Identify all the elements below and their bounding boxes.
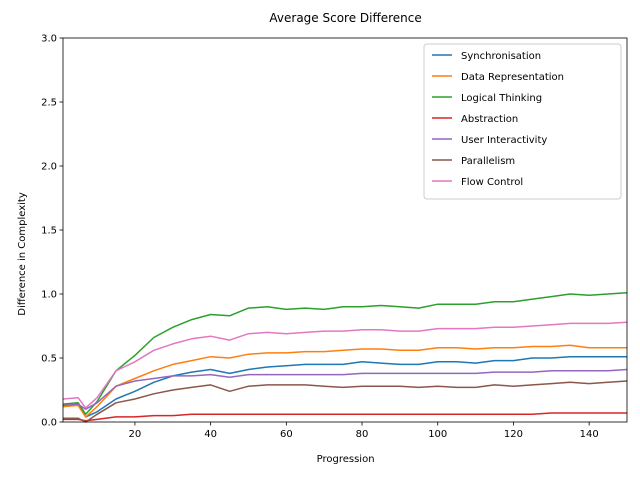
y-tick-label: 3.0 bbox=[41, 34, 57, 45]
legend-label: Parallelism bbox=[461, 156, 515, 167]
legend-label: User Interactivity bbox=[461, 135, 547, 146]
y-axis: 0.0 0.5 1.0 1.5 2.0 2.5 3.0 bbox=[41, 34, 63, 429]
legend-box bbox=[423, 43, 622, 200]
legend-label: Data Representation bbox=[461, 72, 564, 83]
series-line-flow-control bbox=[62, 321, 628, 409]
series-line-abstraction bbox=[63, 412, 627, 422]
series-line-synchronisation bbox=[62, 355, 627, 418]
legend-label: Flow Control bbox=[461, 177, 523, 188]
chart-title: Average Score Difference bbox=[269, 11, 421, 25]
series-line-user-interactivity bbox=[62, 368, 628, 410]
y-tick-label: 0.0 bbox=[41, 418, 57, 429]
x-tick-label: 140 bbox=[580, 429, 599, 440]
y-tick-label: 1.5 bbox=[41, 226, 57, 237]
legend-label: Abstraction bbox=[461, 114, 518, 125]
legend-label: Synchronisation bbox=[461, 51, 541, 62]
x-tick-label: 20 bbox=[129, 429, 142, 440]
y-tick-label: 2.5 bbox=[41, 98, 57, 109]
x-tick-label: 60 bbox=[280, 429, 293, 440]
y-tick-label: 0.5 bbox=[41, 354, 57, 365]
series-line-logical-thinking bbox=[62, 291, 628, 416]
x-axis: 20 40 60 80 100 120 140 bbox=[129, 422, 599, 440]
y-axis-label: Difference in Complexity bbox=[17, 192, 28, 316]
x-tick-label: 100 bbox=[428, 429, 447, 440]
x-tick-label: 40 bbox=[204, 429, 217, 440]
series-line-data-representation bbox=[62, 344, 627, 418]
x-tick-label: 120 bbox=[504, 429, 523, 440]
series-line-parallelism bbox=[63, 380, 628, 423]
y-tick-label: 2.0 bbox=[41, 162, 57, 173]
legend-label: Logical Thinking bbox=[461, 93, 542, 104]
x-tick-label: 80 bbox=[356, 429, 369, 440]
y-tick-label: 1.0 bbox=[41, 290, 57, 301]
x-axis-label: Progression bbox=[317, 454, 375, 465]
legend: Synchronisation Data Representation Logica… bbox=[423, 43, 622, 200]
plot-lines bbox=[62, 291, 628, 423]
